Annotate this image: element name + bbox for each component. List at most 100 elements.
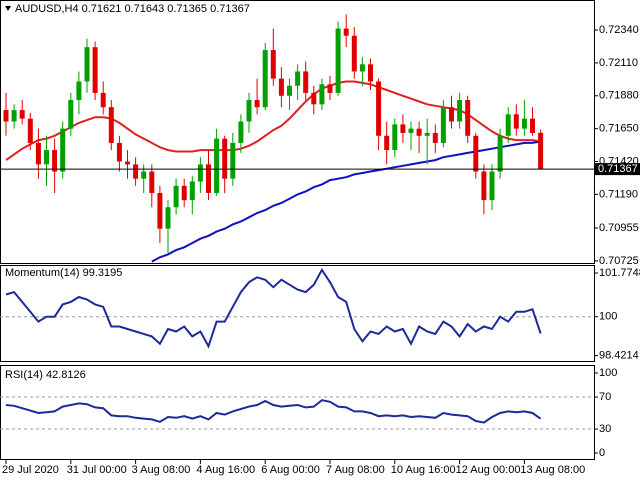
candle-body: [295, 71, 301, 86]
candle-body: [189, 181, 195, 201]
candle-body: [246, 100, 252, 122]
candle-body: [400, 124, 406, 133]
candle-body: [465, 100, 471, 136]
candle-body: [278, 78, 284, 96]
candle-body: [303, 71, 309, 93]
candle-body: [206, 164, 211, 193]
candle-body: [497, 135, 503, 172]
x-tick-label: 10 Aug 16:00: [391, 464, 456, 476]
candle-body: [11, 110, 17, 122]
candle-body: [351, 35, 357, 72]
y-tick-label: 30: [599, 423, 611, 435]
candle-body: [513, 114, 519, 129]
candle-body: [449, 107, 454, 122]
candle-body: [343, 28, 349, 36]
candle-body: [35, 142, 41, 165]
y-tick-label: 0.71880: [599, 90, 639, 102]
candle-body: [238, 121, 244, 143]
candle-body: [116, 142, 122, 162]
candle-body: [416, 128, 422, 136]
y-tick-label: 100: [599, 367, 617, 379]
candle-body: [287, 85, 292, 96]
x-tick-label: 3 Aug 08:00: [132, 464, 191, 476]
candle-body: [384, 135, 390, 151]
y-tick-label: 0.70725: [599, 255, 639, 267]
candle-body: [440, 107, 446, 143]
y-tick-label: 0.72340: [599, 24, 639, 36]
x-tick-label: 4 Aug 16:00: [196, 464, 255, 476]
x-tick-label: 12 Aug 00:00: [456, 464, 521, 476]
y-tick-label: 100: [599, 311, 617, 323]
indicator-title: Momentum(14) 99.3195: [5, 267, 122, 279]
candle-body: [521, 118, 527, 129]
indicator-title: RSI(14) 42.8126: [5, 369, 86, 381]
x-tick-label: 13 Aug 08:00: [520, 464, 585, 476]
candle-body: [108, 107, 114, 143]
candle-body: [392, 124, 398, 151]
y-tick-label: 98.4214: [599, 349, 639, 361]
line: [151, 140, 541, 263]
candle-body: [376, 81, 382, 136]
candle-body: [408, 128, 414, 133]
last-price-box: [595, 163, 640, 176]
candle-body: [489, 171, 495, 201]
candle-body: [270, 50, 276, 79]
candle-body: [149, 171, 155, 193]
candle-body: [165, 207, 171, 229]
candle-body: [181, 185, 187, 201]
y-tick-label: 0.72110: [599, 57, 638, 69]
candle-body: [457, 100, 463, 122]
y-tick-label: 0.71190: [599, 188, 638, 200]
menu-arrow[interactable]: [5, 6, 11, 11]
y-tick-label: 101.7748: [599, 267, 640, 279]
candle-body: [52, 150, 58, 172]
momentum-panel: [0, 265, 595, 362]
candle-body: [133, 164, 139, 179]
x-tick-label: 29 Jul 2020: [2, 464, 59, 476]
last-price-label: 0.71367: [598, 163, 638, 175]
candle-body: [197, 164, 203, 182]
line: [5, 267, 542, 349]
x-tick-label: 31 Jul 00:00: [67, 464, 127, 476]
candle-body: [432, 132, 438, 143]
candle-body: [92, 47, 98, 93]
candle-body: [27, 118, 33, 143]
candle-body: [530, 118, 535, 133]
candle-body: [3, 110, 9, 122]
candle-body: [141, 171, 147, 179]
price-panel: [0, 0, 595, 264]
x-tick-label: 6 Aug 00:00: [261, 464, 320, 476]
chart-title: AUDUSD,H4 0.71621 0.71643 0.71365 0.7136…: [15, 3, 250, 15]
candle-body: [222, 138, 228, 179]
candle-body: [262, 50, 268, 108]
candle-body: [319, 84, 325, 105]
candle-body: [505, 114, 511, 136]
candle-body: [68, 100, 74, 129]
candle-body: [538, 132, 544, 170]
candle-body: [100, 92, 106, 108]
candle-body: [481, 171, 487, 201]
y-tick-label: 0.70955: [599, 222, 639, 234]
candle-body: [311, 92, 317, 105]
candle-body: [76, 81, 82, 101]
candle-body: [473, 135, 479, 172]
candle-body: [44, 150, 49, 165]
candle-body: [19, 110, 25, 119]
candle-body: [214, 138, 220, 193]
y-tick-label: 0: [599, 447, 605, 459]
candle-body: [335, 28, 341, 93]
candle-body: [368, 64, 373, 82]
line: [5, 399, 542, 424]
candle-body: [125, 161, 130, 165]
candle-body: [327, 84, 333, 93]
candle-body: [254, 100, 260, 108]
rsi-panel: [0, 365, 595, 460]
y-tick-label: 0.71650: [599, 123, 639, 135]
y-tick-label: 70: [599, 391, 611, 403]
candle-body: [424, 132, 430, 136]
candle-body: [173, 185, 179, 208]
candle-body: [230, 142, 236, 179]
candle-body: [359, 64, 365, 72]
x-tick-label: 7 Aug 08:00: [326, 464, 385, 476]
